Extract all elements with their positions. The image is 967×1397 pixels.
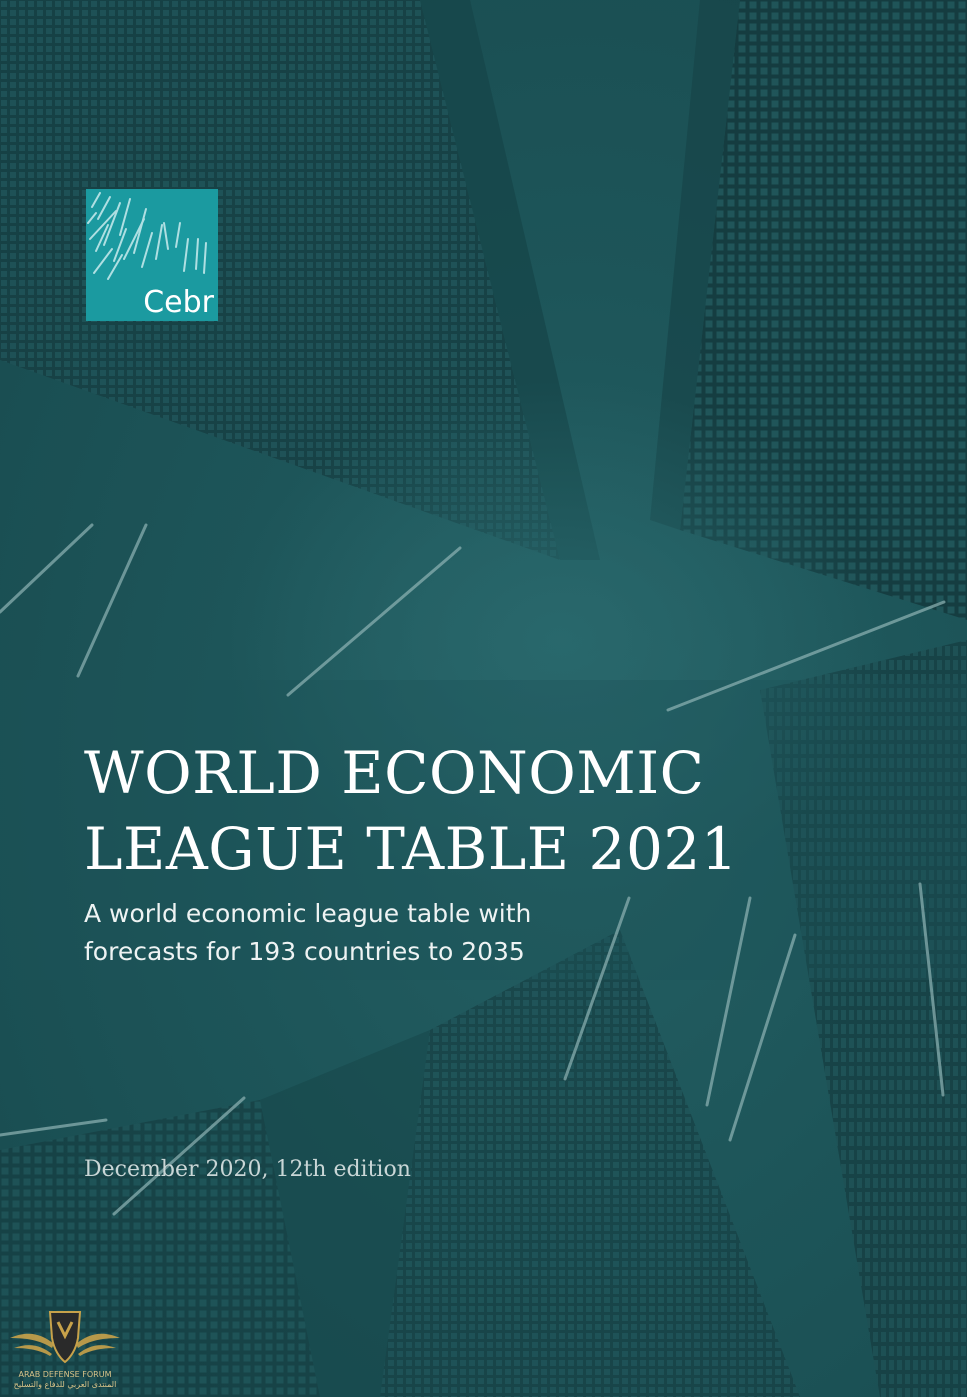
title-line-1: WORLD ECONOMIC [84,739,705,807]
watermark-caption: ARAB DEFENSE FORUM المنتدى العربي للدفاع… [6,1370,124,1390]
subtitle-line-1: A world economic league table with [84,899,532,928]
edition-date: December 2020, 12th edition [84,1157,411,1182]
title-line-2: LEAGUE TABLE 2021 [84,815,739,883]
report-subtitle: A world economic league table with forec… [84,895,684,971]
logo-hatch-icon [87,192,207,280]
shield-eagle-icon [10,1311,120,1364]
watermark-caption-en: ARAB DEFENSE FORUM [18,1370,112,1379]
report-title: WORLD ECONOMIC LEAGUE TABLE 2021 [84,735,884,887]
logo-wordmark: Cebr [143,285,214,320]
subtitle-line-2: forecasts for 193 countries to 2035 [84,937,525,966]
forum-watermark: ARAB DEFENSE FORUM المنتدى العربي للدفاع… [6,1308,120,1394]
decorative-lines [0,523,946,1216]
cebr-logo: Cebr [86,189,218,321]
watermark-caption-ar: المنتدى العربي للدفاع والتسليح [13,1380,117,1389]
